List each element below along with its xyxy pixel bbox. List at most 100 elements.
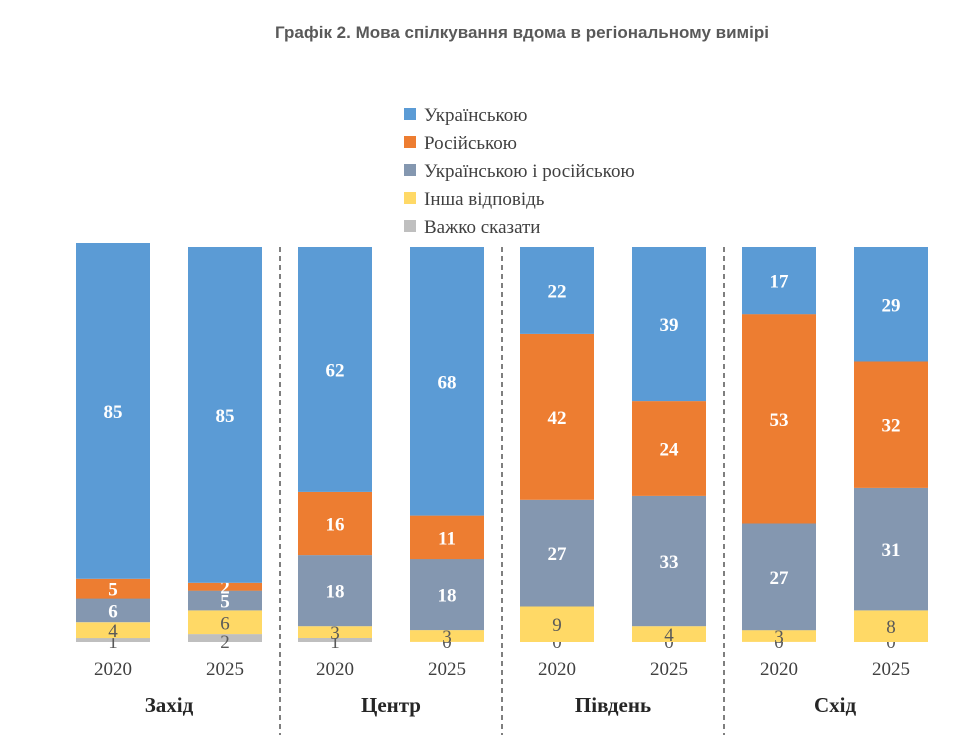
data-label: 1 <box>108 632 118 653</box>
bar-segment <box>76 243 150 579</box>
bar-segment <box>520 606 594 642</box>
bar-segment <box>520 247 594 334</box>
data-label: 39 <box>660 315 679 336</box>
stacked-bar: 03 18 11 68 <box>410 247 484 653</box>
chart-title: Графік 2. Мова спілкування вдома в регіо… <box>275 23 769 42</box>
data-label: 3 <box>330 623 340 644</box>
bar-segment <box>410 515 484 560</box>
data-label: 8 <box>886 617 896 638</box>
data-label: 42 <box>548 408 567 429</box>
legend-label: Важко сказати <box>424 217 540 238</box>
region-labels: Захід Центр Південь Схід <box>145 693 857 717</box>
stacked-bar: 09 27 42 22 <box>520 247 594 653</box>
data-label: 3 <box>442 627 452 648</box>
year-label: 2025 <box>650 659 688 680</box>
bar-segment <box>854 361 928 488</box>
legend-swatch <box>404 220 416 232</box>
data-label: 6 <box>220 613 230 634</box>
data-label: 6 <box>108 601 118 622</box>
bar-segment <box>632 247 706 402</box>
data-label: 29 <box>882 295 901 316</box>
stacked-bar: 03 27 53 17 <box>742 247 816 653</box>
data-label: 17 <box>770 272 790 293</box>
bar-segment <box>76 622 150 639</box>
bar-segment <box>298 247 372 492</box>
bar-segment <box>76 578 150 599</box>
data-label: 18 <box>326 582 345 603</box>
stacked-bar: 04 33 24 39 <box>632 247 706 653</box>
data-label: 0 <box>774 632 784 653</box>
bar-segment <box>854 487 928 611</box>
data-label: 68 <box>438 372 457 393</box>
bar-segment <box>188 610 262 635</box>
year-label: 2025 <box>428 659 466 680</box>
bar-segment <box>298 626 372 638</box>
bar-segment <box>742 314 816 524</box>
data-label: 0 <box>442 632 452 653</box>
data-label: 53 <box>770 410 789 431</box>
bars: 1465852652851318166203181168092742220433… <box>76 243 928 653</box>
data-label: 24 <box>660 439 680 460</box>
data-label: 9 <box>552 615 562 636</box>
stacked-bar: 13 18 16 62 <box>298 247 372 653</box>
legend-label: Інша відповідь <box>424 189 545 210</box>
region-label: Схід <box>814 693 857 717</box>
region-label: Південь <box>575 693 651 717</box>
data-label: 16 <box>326 515 345 536</box>
data-label: 33 <box>660 552 679 573</box>
data-label: 85 <box>104 402 123 423</box>
data-label: 22 <box>548 281 567 302</box>
bar-segment <box>520 333 594 500</box>
year-label: 2020 <box>760 659 798 680</box>
bar-segment <box>298 491 372 556</box>
data-label: 0 <box>886 632 896 653</box>
bar-segment <box>76 598 150 623</box>
legend-label: Українською і російською <box>424 161 635 182</box>
region-label: Захід <box>145 693 194 717</box>
data-label: 5 <box>108 580 118 601</box>
data-label: 32 <box>882 416 901 437</box>
data-label: 31 <box>882 540 901 561</box>
group-separators <box>279 247 725 735</box>
legend-swatch <box>404 136 416 148</box>
bar-segment <box>188 634 262 642</box>
data-label: 11 <box>438 528 456 549</box>
year-labels: 2020 2025 2020 2025 2020 2025 2020 2025 <box>94 659 910 680</box>
bar-segment <box>854 610 928 642</box>
data-label: 27 <box>548 544 568 565</box>
bar-segment <box>632 495 706 627</box>
data-label: 3 <box>774 627 784 648</box>
data-label: 4 <box>664 625 674 646</box>
legend-swatch <box>404 192 416 204</box>
data-label: 85 <box>216 406 235 427</box>
data-label: 1 <box>330 632 340 653</box>
bar-segment <box>632 626 706 642</box>
bar-segment <box>854 247 928 362</box>
bar-segment <box>410 559 484 631</box>
bar-segment <box>632 401 706 496</box>
year-label: 2025 <box>872 659 910 680</box>
region-label: Центр <box>361 693 421 717</box>
bar-segment <box>188 590 262 611</box>
data-label: 62 <box>326 360 345 381</box>
data-label: 0 <box>552 632 562 653</box>
data-label: 2 <box>220 632 230 653</box>
stacked-bar: 08 31 32 29 <box>854 247 928 653</box>
legend-label: Українською <box>424 105 527 126</box>
bar-segment <box>742 523 816 631</box>
legend-swatch <box>404 108 416 120</box>
data-label: 4 <box>108 621 118 642</box>
data-label: 27 <box>770 568 790 589</box>
data-label: 18 <box>438 586 457 607</box>
bar-segment <box>298 638 372 642</box>
bar-segment <box>742 247 816 315</box>
legend-swatch <box>404 164 416 176</box>
bar-segment <box>188 582 262 591</box>
bar-segment <box>76 638 150 642</box>
legend-label: Російською <box>424 133 517 154</box>
year-label: 2020 <box>94 659 132 680</box>
bar-segment <box>742 630 816 642</box>
